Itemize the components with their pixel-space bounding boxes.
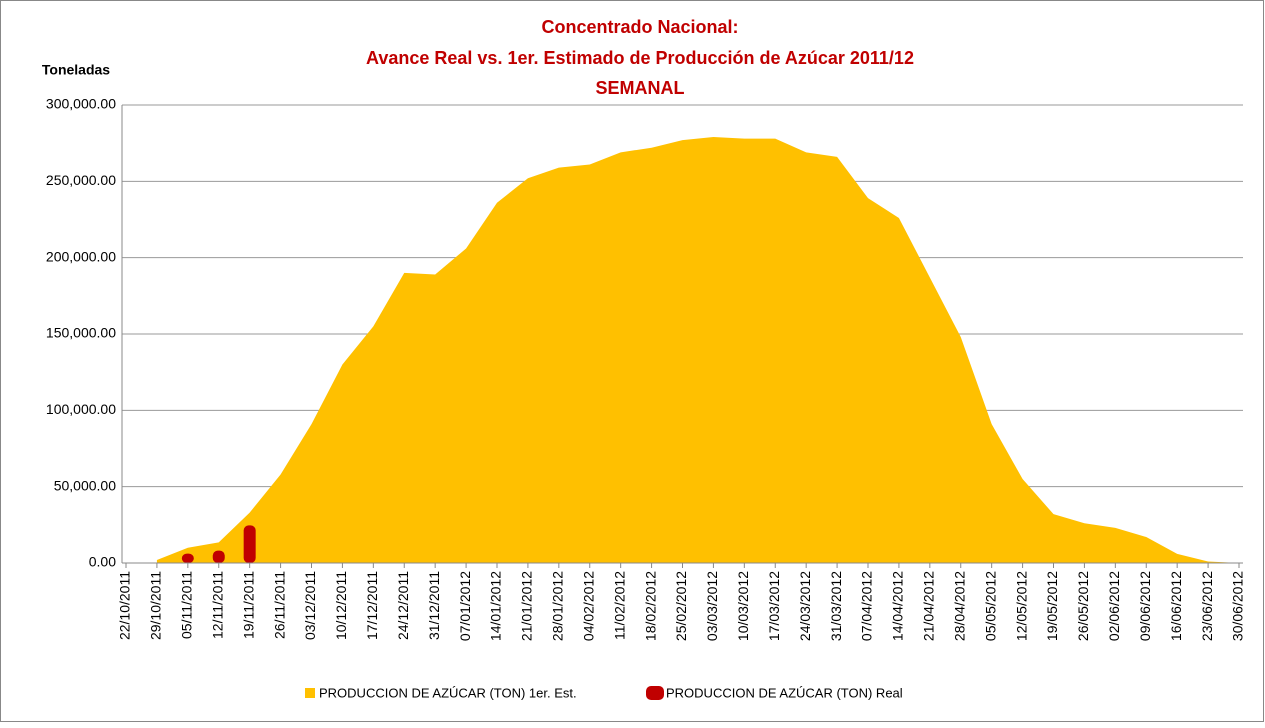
y-tick-label: 200,000.00 bbox=[46, 248, 116, 264]
x-tick-label: 29/10/2011 bbox=[148, 571, 164, 640]
x-tick-label: 24/12/2011 bbox=[395, 571, 411, 640]
x-tick-label: 05/11/2011 bbox=[179, 571, 195, 639]
bar bbox=[243, 525, 256, 563]
y-tick-label: 300,000.00 bbox=[46, 96, 116, 112]
x-tick-label: 14/04/2012 bbox=[890, 571, 906, 641]
area bbox=[156, 137, 1240, 563]
x-tick-label: 17/03/2012 bbox=[766, 571, 782, 641]
y-tick-label: 50,000.00 bbox=[54, 477, 116, 493]
x-tick-label: 28/04/2012 bbox=[951, 571, 967, 641]
x-tick-label: 26/11/2011 bbox=[271, 571, 287, 639]
y-axis-label: Toneladas bbox=[42, 62, 110, 78]
x-tick-label: 16/06/2012 bbox=[1168, 571, 1184, 641]
x-tick-label: 28/01/2012 bbox=[550, 571, 566, 641]
x-tick-label: 14/01/2012 bbox=[488, 571, 504, 641]
x-tick-label: 24/03/2012 bbox=[797, 571, 813, 641]
x-tick-label: 10/12/2011 bbox=[333, 571, 349, 640]
legend-swatch bbox=[305, 688, 315, 698]
y-tick-label: 250,000.00 bbox=[46, 172, 116, 188]
x-tick-label: 30/06/2012 bbox=[1230, 571, 1246, 641]
y-tick-label: 0.00 bbox=[89, 554, 116, 570]
x-tick-label: 03/03/2012 bbox=[704, 571, 720, 641]
legend-swatch bbox=[646, 686, 664, 700]
x-tick-label: 21/04/2012 bbox=[921, 571, 937, 641]
x-tick-label: 26/05/2012 bbox=[1075, 571, 1091, 641]
x-tick-label: 22/10/2011 bbox=[117, 571, 133, 640]
x-tick-label: 31/12/2011 bbox=[426, 571, 442, 640]
x-tick-label: 31/03/2012 bbox=[828, 571, 844, 641]
chart-title: Avance Real vs. 1er. Estimado de Producc… bbox=[366, 48, 914, 68]
legend-label: PRODUCCION DE AZÚCAR (TON) 1er. Est. bbox=[319, 685, 577, 700]
x-tick-label: 17/12/2011 bbox=[364, 571, 380, 640]
x-tick-label: 10/03/2012 bbox=[735, 571, 751, 641]
bar bbox=[212, 550, 225, 563]
x-tick-label: 07/01/2012 bbox=[457, 571, 473, 641]
x-tick-label: 25/02/2012 bbox=[673, 571, 689, 641]
x-tick-label: 12/05/2012 bbox=[1013, 571, 1029, 641]
x-tick-label: 03/12/2011 bbox=[302, 571, 318, 640]
x-tick-label: 23/06/2012 bbox=[1199, 571, 1215, 641]
bar bbox=[181, 553, 194, 563]
x-tick-label: 11/02/2012 bbox=[611, 571, 627, 640]
x-tick-label: 21/01/2012 bbox=[519, 571, 535, 641]
x-tick-label: 04/02/2012 bbox=[580, 571, 596, 641]
x-tick-label: 18/02/2012 bbox=[642, 571, 658, 641]
x-tick-label: 02/06/2012 bbox=[1106, 571, 1122, 641]
chart-title: Concentrado Nacional: bbox=[541, 17, 738, 37]
x-tick-label: 07/04/2012 bbox=[859, 571, 875, 641]
x-tick-label: 19/05/2012 bbox=[1044, 571, 1060, 641]
x-tick-label: 09/06/2012 bbox=[1137, 571, 1153, 641]
x-tick-label: 12/11/2011 bbox=[209, 571, 225, 639]
x-tick-label: 05/05/2012 bbox=[982, 571, 998, 641]
legend-label: PRODUCCION DE AZÚCAR (TON) Real bbox=[666, 685, 903, 700]
y-tick-label: 100,000.00 bbox=[46, 401, 116, 417]
chart-title: SEMANAL bbox=[596, 78, 685, 98]
x-tick-label: 19/11/2011 bbox=[240, 571, 256, 639]
y-tick-label: 150,000.00 bbox=[46, 325, 116, 341]
